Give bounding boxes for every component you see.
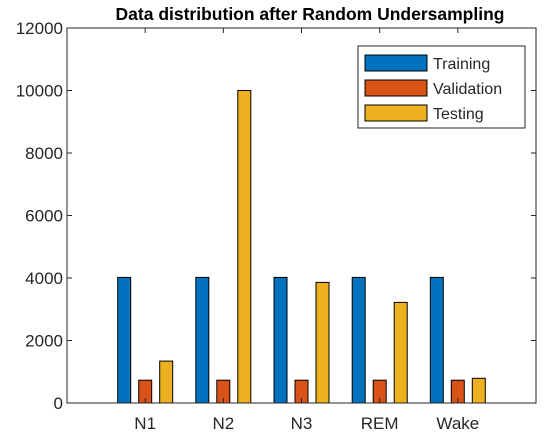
y-tick-label: 0 bbox=[54, 394, 63, 413]
x-axis: N1 N2 N3 REM Wake bbox=[134, 28, 479, 433]
bar-testing-n2 bbox=[237, 90, 252, 404]
legend-swatch-training bbox=[364, 54, 428, 72]
bars-layer bbox=[117, 90, 486, 404]
y-tick-label: 10000 bbox=[16, 82, 63, 101]
x-tick-label: N3 bbox=[291, 414, 313, 433]
y-tick-label: 6000 bbox=[25, 207, 63, 226]
legend-label-validation: Validation bbox=[433, 81, 502, 98]
legend-label-testing: Testing bbox=[433, 106, 484, 123]
x-tick-label: REM bbox=[361, 414, 399, 433]
legend-swatch-validation bbox=[364, 79, 428, 97]
bar-testing-n3 bbox=[315, 281, 330, 404]
bar-testing-rem bbox=[393, 301, 408, 404]
legend-swatch-testing bbox=[364, 104, 428, 122]
y-tick-label: 8000 bbox=[25, 144, 63, 163]
bar-training-n3 bbox=[273, 276, 288, 404]
legend: Training Validation Testing bbox=[357, 45, 526, 129]
y-tick-label: 2000 bbox=[25, 332, 63, 351]
x-tick-label: N2 bbox=[212, 414, 234, 433]
y-axis: 0 2000 4000 6000 8000 10000 12000 bbox=[16, 19, 536, 413]
bar-testing-wake bbox=[471, 377, 486, 404]
bar-training-n1 bbox=[117, 276, 132, 404]
bar-training-n2 bbox=[195, 276, 210, 404]
x-tick-label: N1 bbox=[134, 414, 156, 433]
bar-training-wake bbox=[429, 276, 444, 404]
legend-label-training: Training bbox=[433, 56, 490, 73]
x-tick-label: Wake bbox=[436, 414, 479, 433]
y-tick-label: 4000 bbox=[25, 269, 63, 288]
y-tick-label: 12000 bbox=[16, 19, 63, 38]
bar-testing-n1 bbox=[159, 360, 174, 404]
bar-training-rem bbox=[351, 276, 366, 404]
chart-title: Data distribution after Random Undersamp… bbox=[116, 4, 505, 24]
